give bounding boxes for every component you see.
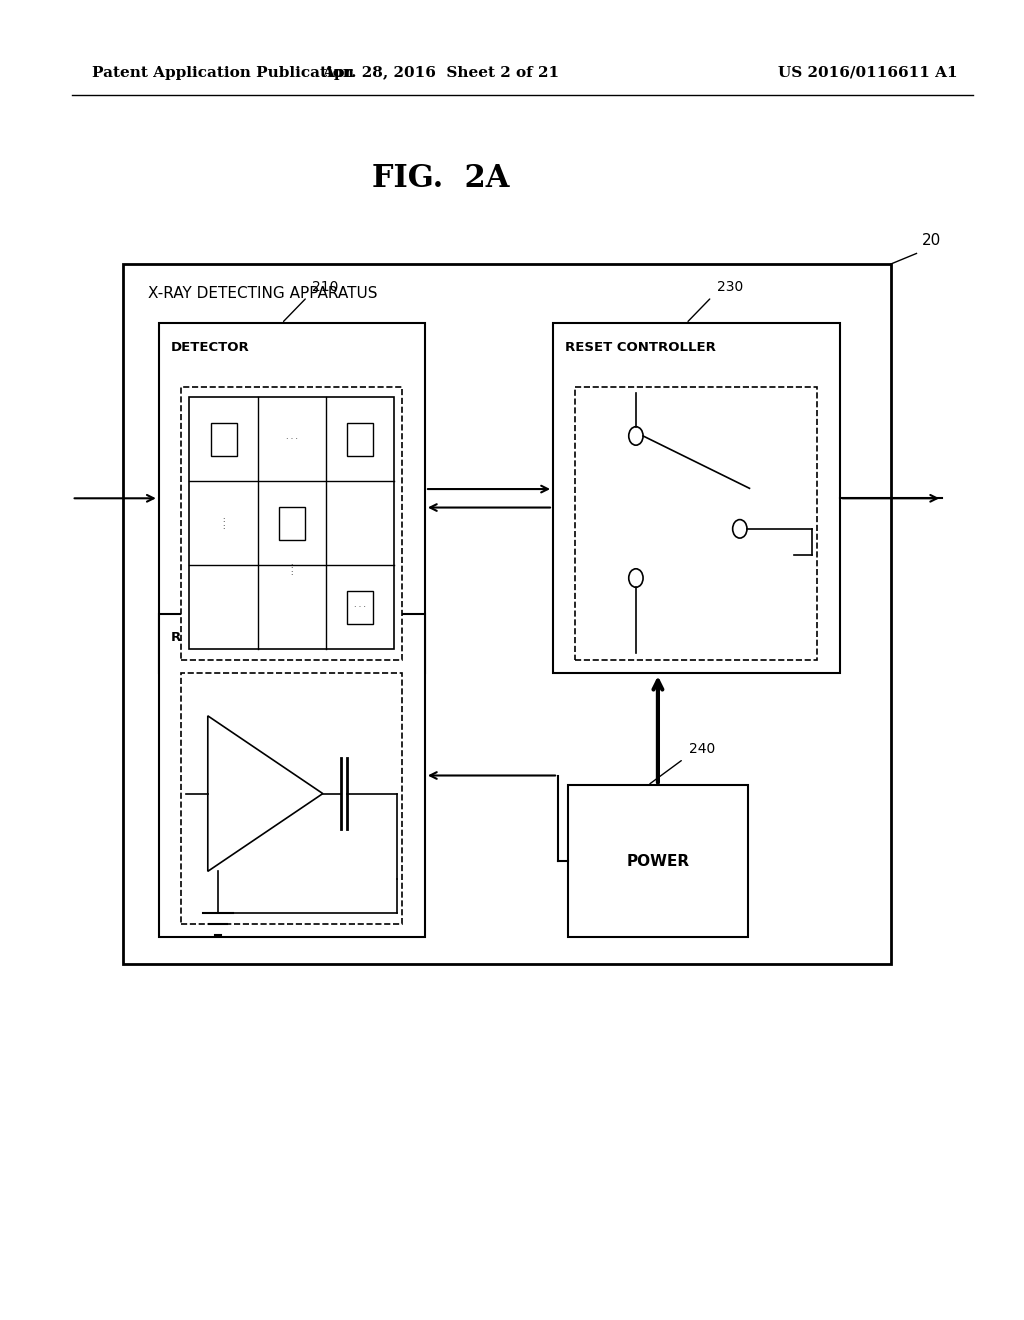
Text: READ-OUT UNIT: READ-OUT UNIT: [171, 631, 289, 644]
Bar: [347, 591, 373, 624]
Bar: [553, 323, 840, 673]
Text: 220: 220: [312, 570, 339, 585]
Text: 210: 210: [312, 280, 339, 294]
Text: DETECTOR: DETECTOR: [171, 341, 250, 354]
Bar: [189, 397, 394, 649]
Text: · · ·: · · ·: [286, 434, 298, 444]
Text: POWER: POWER: [627, 854, 689, 869]
Bar: [123, 264, 891, 964]
Text: · · ·: · · ·: [354, 603, 366, 612]
Text: 20: 20: [922, 234, 941, 248]
Bar: [279, 507, 305, 540]
Text: US 2016/0116611 A1: US 2016/0116611 A1: [778, 66, 957, 79]
Bar: [347, 422, 373, 457]
Bar: [181, 387, 402, 660]
Bar: [568, 785, 748, 937]
Bar: [211, 422, 237, 457]
Text: :
:: : :: [222, 517, 224, 529]
Text: FIG.  2A: FIG. 2A: [372, 162, 509, 194]
Text: :
:: : :: [291, 564, 293, 576]
Text: Patent Application Publication: Patent Application Publication: [92, 66, 354, 79]
Text: 230: 230: [717, 280, 743, 294]
Bar: [181, 673, 402, 924]
Polygon shape: [208, 715, 323, 871]
Text: X-RAY DETECTING APPARATUS: X-RAY DETECTING APPARATUS: [148, 285, 378, 301]
Text: 240: 240: [689, 742, 715, 756]
Bar: [159, 323, 425, 673]
Bar: [159, 614, 425, 937]
Bar: [575, 387, 817, 660]
Text: Apr. 28, 2016  Sheet 2 of 21: Apr. 28, 2016 Sheet 2 of 21: [322, 66, 559, 79]
Text: RESET CONTROLLER: RESET CONTROLLER: [565, 341, 716, 354]
